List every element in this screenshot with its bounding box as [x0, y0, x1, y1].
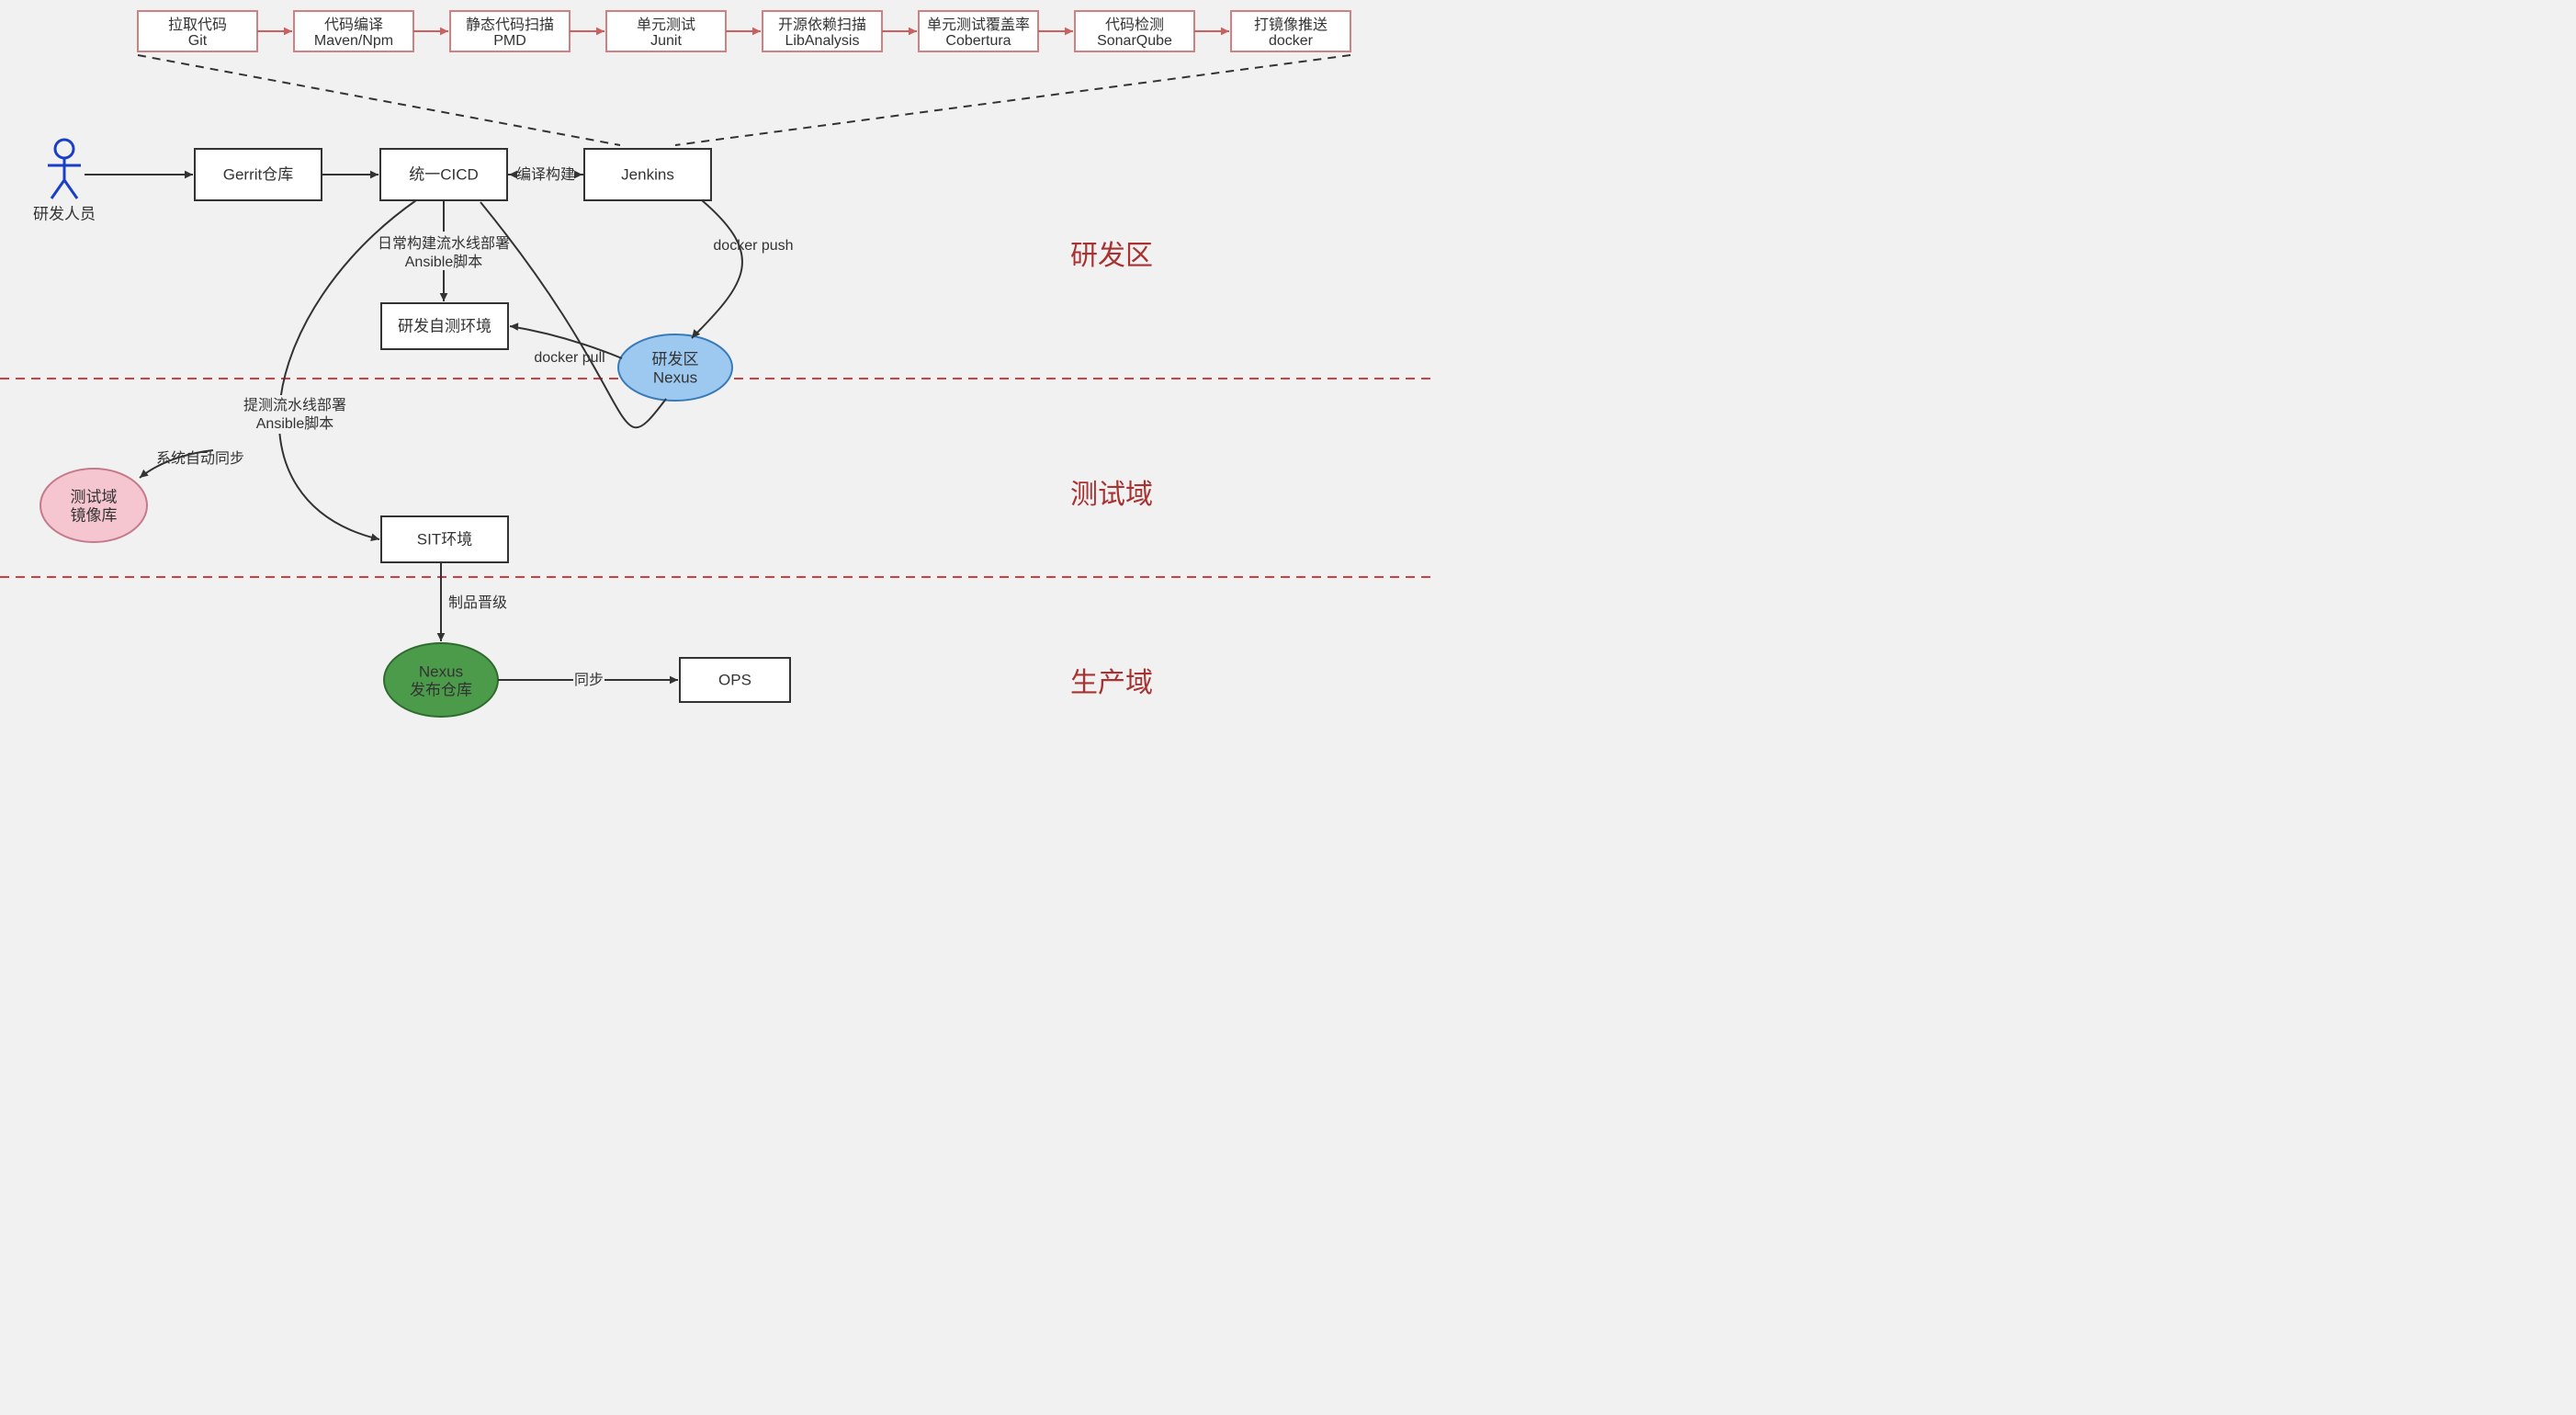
svg-text:PMD: PMD — [493, 33, 526, 49]
svg-text:静态代码扫描: 静态代码扫描 — [466, 17, 554, 33]
svg-text:Maven/Npm: Maven/Npm — [314, 33, 393, 49]
svg-text:Gerrit仓库: Gerrit仓库 — [223, 165, 294, 183]
svg-text:OPS: OPS — [718, 671, 751, 688]
svg-text:发布仓库: 发布仓库 — [410, 681, 472, 698]
svg-text:单元测试覆盖率: 单元测试覆盖率 — [927, 17, 1030, 33]
svg-text:Cobertura: Cobertura — [945, 33, 1011, 49]
svg-text:日常构建流水线部署: 日常构建流水线部署 — [378, 235, 510, 252]
svg-text:制品晋级: 制品晋级 — [448, 594, 507, 611]
svg-text:LibAnalysis: LibAnalysis — [785, 33, 860, 49]
svg-text:提测流水线部署: 提测流水线部署 — [243, 397, 346, 413]
svg-text:Nexus: Nexus — [419, 662, 463, 680]
svg-text:统一CICD: 统一CICD — [409, 165, 479, 183]
svg-text:Jenkins: Jenkins — [621, 165, 674, 183]
zone-label: 研发区 — [1070, 241, 1153, 271]
edge-label: docker pull — [534, 350, 604, 366]
svg-text:Git: Git — [188, 33, 208, 49]
actor-label: 研发人员 — [33, 205, 96, 222]
svg-text:打镜像推送: 打镜像推送 — [1254, 16, 1328, 33]
svg-text:SonarQube: SonarQube — [1097, 33, 1172, 49]
svg-text:代码检测: 代码检测 — [1105, 17, 1164, 33]
svg-text:Nexus: Nexus — [653, 368, 697, 386]
svg-text:单元测试: 单元测试 — [637, 17, 695, 33]
svg-text:Junit: Junit — [650, 33, 682, 49]
svg-text:同步: 同步 — [574, 672, 604, 688]
edge-label: docker push — [713, 238, 793, 254]
zone-label: 测试域 — [1070, 480, 1153, 510]
svg-text:Ansible脚本: Ansible脚本 — [256, 415, 333, 432]
edge-label: 系统自动同步 — [156, 450, 244, 467]
zone-label: 生产域 — [1070, 668, 1153, 698]
svg-text:代码编译: 代码编译 — [324, 17, 383, 33]
svg-text:SIT环境: SIT环境 — [417, 530, 472, 548]
svg-text:研发区: 研发区 — [652, 350, 699, 368]
svg-text:docker: docker — [1269, 33, 1314, 49]
svg-text:研发自测环境: 研发自测环境 — [398, 317, 491, 334]
svg-text:开源依赖扫描: 开源依赖扫描 — [778, 17, 866, 33]
svg-text:测试域: 测试域 — [71, 488, 118, 505]
svg-text:拉取代码: 拉取代码 — [168, 17, 227, 33]
svg-text:Ansible脚本: Ansible脚本 — [405, 254, 482, 270]
svg-text:编译构建: 编译构建 — [516, 166, 575, 183]
svg-text:镜像库: 镜像库 — [71, 506, 118, 524]
